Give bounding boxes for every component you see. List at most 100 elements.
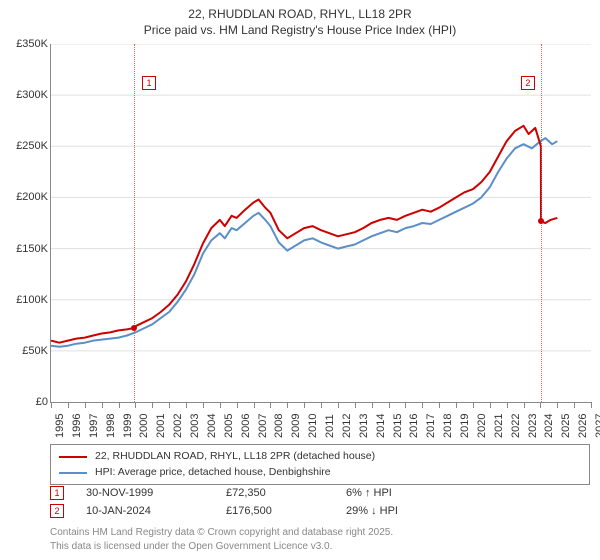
x-axis-label: 2023 xyxy=(527,414,539,438)
x-axis-label: 1997 xyxy=(88,414,100,438)
marker-badge: 1 xyxy=(142,76,156,90)
x-tick xyxy=(557,402,558,408)
x-axis-label: 2005 xyxy=(223,414,235,438)
y-axis-label: £350K xyxy=(4,38,48,50)
footer-line1: Contains HM Land Registry data © Crown c… xyxy=(50,526,393,540)
x-tick xyxy=(220,402,221,408)
marker-badge: 2 xyxy=(521,76,535,90)
x-tick xyxy=(237,402,238,408)
plot-area: 12 xyxy=(50,44,591,403)
y-axis-label: £250K xyxy=(4,140,48,152)
x-tick xyxy=(304,402,305,408)
line-chart-svg xyxy=(51,44,591,402)
x-tick xyxy=(355,402,356,408)
x-tick xyxy=(135,402,136,408)
x-axis-label: 2013 xyxy=(358,414,370,438)
x-tick xyxy=(507,402,508,408)
marker-dot xyxy=(131,325,137,331)
x-axis-label: 2022 xyxy=(510,414,522,438)
y-axis-label: £300K xyxy=(4,89,48,101)
x-axis-label: 2012 xyxy=(341,414,353,438)
x-axis-label: 2019 xyxy=(459,414,471,438)
price-paid-line xyxy=(51,126,557,343)
x-tick xyxy=(169,402,170,408)
hpi-line xyxy=(51,138,557,347)
x-tick xyxy=(524,402,525,408)
x-tick xyxy=(270,402,271,408)
chart-title: 22, RHUDDLAN ROAD, RHYL, LL18 2PR Price … xyxy=(0,0,600,38)
x-axis-label: 2020 xyxy=(476,414,488,438)
marker-badge-2: 2 xyxy=(50,504,64,518)
legend-label-1: 22, RHUDDLAN ROAD, RHYL, LL18 2PR (detac… xyxy=(95,449,375,465)
x-axis-label: 2025 xyxy=(560,414,572,438)
x-tick xyxy=(119,402,120,408)
txn-price-2: £176,500 xyxy=(226,505,346,517)
x-tick xyxy=(422,402,423,408)
table-row: 1 30-NOV-1999 £72,350 6% ↑ HPI xyxy=(50,484,590,502)
x-axis-label: 2010 xyxy=(307,414,319,438)
txn-pct-1: 6% ↑ HPI xyxy=(346,487,466,499)
x-tick xyxy=(439,402,440,408)
x-tick xyxy=(203,402,204,408)
x-axis-label: 1998 xyxy=(105,414,117,438)
x-tick xyxy=(591,402,592,408)
txn-date-1: 30-NOV-1999 xyxy=(86,487,226,499)
table-row: 2 10-JAN-2024 £176,500 29% ↓ HPI xyxy=(50,502,590,520)
x-axis-label: 2008 xyxy=(273,414,285,438)
x-axis-label: 2024 xyxy=(543,414,555,438)
chart-container: 22, RHUDDLAN ROAD, RHYL, LL18 2PR Price … xyxy=(0,0,600,560)
x-tick xyxy=(540,402,541,408)
footer-line2: This data is licensed under the Open Gov… xyxy=(50,540,393,554)
title-address: 22, RHUDDLAN ROAD, RHYL, LL18 2PR xyxy=(0,6,600,22)
x-axis-label: 2006 xyxy=(240,414,252,438)
x-axis-label: 1995 xyxy=(54,414,66,438)
y-axis-label: £200K xyxy=(4,191,48,203)
x-tick xyxy=(85,402,86,408)
legend: 22, RHUDDLAN ROAD, RHYL, LL18 2PR (detac… xyxy=(50,444,590,485)
x-tick xyxy=(405,402,406,408)
x-tick xyxy=(338,402,339,408)
legend-swatch-red xyxy=(59,456,87,458)
txn-date-2: 10-JAN-2024 xyxy=(86,505,226,517)
x-tick xyxy=(321,402,322,408)
x-tick xyxy=(186,402,187,408)
legend-swatch-blue xyxy=(59,472,87,474)
x-axis-label: 1996 xyxy=(71,414,83,438)
x-axis-label: 2021 xyxy=(493,414,505,438)
x-tick xyxy=(372,402,373,408)
x-axis-label: 2018 xyxy=(442,414,454,438)
x-tick xyxy=(389,402,390,408)
x-tick xyxy=(68,402,69,408)
x-tick xyxy=(490,402,491,408)
x-axis-label: 2026 xyxy=(577,414,589,438)
x-axis-label: 2001 xyxy=(155,414,167,438)
x-axis-label: 2011 xyxy=(324,414,336,438)
y-axis-label: £0 xyxy=(4,396,48,408)
x-axis-label: 2004 xyxy=(206,414,218,438)
x-tick xyxy=(456,402,457,408)
x-axis-label: 2015 xyxy=(392,414,404,438)
x-tick xyxy=(51,402,52,408)
x-axis-label: 1999 xyxy=(122,414,134,438)
x-axis-label: 2007 xyxy=(257,414,269,438)
x-tick xyxy=(102,402,103,408)
transactions-table: 1 30-NOV-1999 £72,350 6% ↑ HPI 2 10-JAN-… xyxy=(50,484,590,520)
x-axis-label: 2016 xyxy=(408,414,420,438)
x-axis-label: 2014 xyxy=(375,414,387,438)
legend-label-2: HPI: Average price, detached house, Denb… xyxy=(95,465,331,481)
y-axis-label: £50K xyxy=(4,345,48,357)
x-tick xyxy=(473,402,474,408)
txn-pct-2: 29% ↓ HPI xyxy=(346,505,466,517)
x-tick xyxy=(152,402,153,408)
txn-price-1: £72,350 xyxy=(226,487,346,499)
footer: Contains HM Land Registry data © Crown c… xyxy=(50,526,393,553)
x-axis-label: 2009 xyxy=(290,414,302,438)
x-tick xyxy=(254,402,255,408)
x-axis-label: 2017 xyxy=(425,414,437,438)
marker-badge-1: 1 xyxy=(50,486,64,500)
x-tick xyxy=(574,402,575,408)
x-axis-label: 2027 xyxy=(594,414,600,438)
x-axis-label: 2000 xyxy=(138,414,150,438)
marker-vline xyxy=(134,44,135,402)
x-tick xyxy=(287,402,288,408)
